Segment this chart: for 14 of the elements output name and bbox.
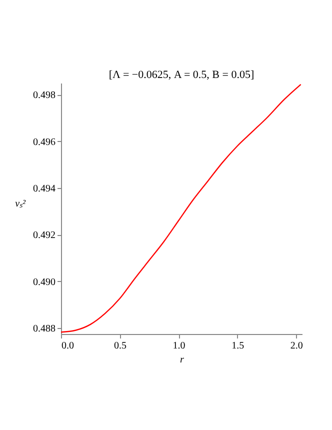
x-tick-label: 1.0	[172, 340, 186, 352]
x-tick-label: 2.0	[290, 340, 303, 352]
x-tick-label: 0.0	[62, 340, 74, 352]
y-tick-label: 0.492	[33, 230, 56, 242]
y-tick-label: 0.488	[33, 323, 56, 334]
y-tick-label: 0.494	[33, 183, 56, 194]
chart-title: [Λ = −0.0625, A = 0.5, B = 0.05]	[108, 69, 254, 81]
x-tick-label: 1.5	[232, 340, 244, 352]
x-axis-title: r	[180, 354, 184, 366]
x-tick-label: 0.5	[114, 340, 127, 352]
y-axis-title: vₛ²	[15, 198, 26, 210]
y-tick-label: 0.498	[33, 90, 56, 102]
y-tick-label: 0.490	[33, 276, 56, 288]
y-tick-label: 0.496	[33, 136, 56, 148]
